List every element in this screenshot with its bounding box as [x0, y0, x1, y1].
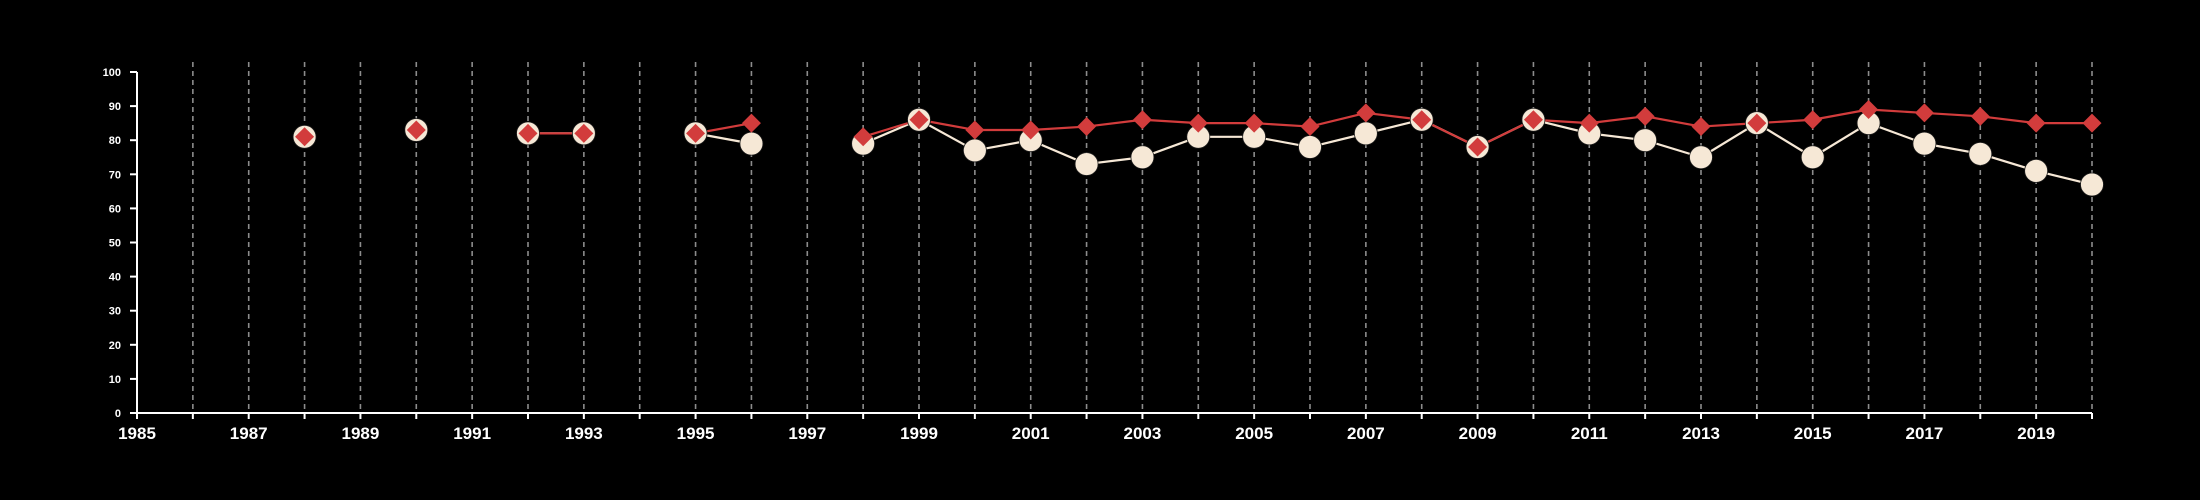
series-circle-point-2013 [1689, 145, 1713, 170]
series-circle-point-2017 [1912, 131, 1937, 156]
series-circle-point-1996 [739, 131, 764, 156]
series-diamond-point-2010 [1523, 110, 1543, 130]
series-diamond-point-1990 [406, 120, 426, 140]
series-diamond-point-2001 [1021, 120, 1041, 140]
series-diamond-point-2004 [1188, 113, 1208, 133]
series-diamond-point-2009 [1468, 137, 1488, 157]
x-tick-label: 2019 [2017, 424, 2055, 443]
series-diamond-segment [1924, 111, 1981, 118]
x-tick-label: 1995 [677, 424, 715, 443]
series-circle-point-2015 [1800, 145, 1825, 170]
y-tick-label: 60 [109, 203, 121, 215]
series-circle-point-2019 [2024, 158, 2049, 183]
axes [130, 71, 2093, 419]
x-tick-label: 2013 [1682, 424, 1720, 443]
series-circle-point-2020 [2080, 172, 2104, 197]
series-circle-point-2003 [1130, 145, 1155, 170]
series-diamond-point-1988 [295, 127, 315, 147]
y-tick-label: 0 [115, 408, 121, 420]
series-diamond-segment [1868, 108, 1925, 115]
tick-labels: 1985 1987 1989 1991 1993 1995 1997 1999 2001 2003… [103, 67, 2055, 443]
series-diamond-segment [1812, 108, 1869, 121]
series-diamond-point-2003 [1132, 110, 1152, 130]
series-circle-point-2007 [1353, 121, 1378, 146]
series-diamond-segment [1086, 118, 1143, 128]
series-diamond-point-2006 [1300, 117, 1320, 137]
x-tick-label: 1989 [342, 424, 380, 443]
x-tick-label: 1991 [453, 424, 491, 443]
y-tick-label: 30 [109, 306, 121, 318]
x-tick-label: 1999 [900, 424, 938, 443]
y-tick-label: 90 [109, 101, 121, 113]
series-diamond-point-2015 [1803, 110, 1823, 130]
x-tick-label: 2011 [1571, 424, 1608, 443]
series-diamond-point-2017 [1914, 103, 1934, 123]
series-diamond-point-2016 [1859, 100, 1879, 120]
series-diamond-point-1992 [518, 123, 538, 143]
series-diamond-point-2018 [1970, 106, 1990, 126]
series-diamond-segment [1644, 115, 1702, 128]
x-tick-label: 2009 [1459, 424, 1497, 443]
series-diamond-point-2020 [2082, 113, 2102, 133]
series-diamond-segment [1030, 125, 1087, 132]
x-tick-label: 2001 [1012, 424, 1050, 443]
series-diamond-point-2011 [1579, 113, 1599, 133]
series-circle-point-2006 [1298, 135, 1322, 159]
x-tick-label: 2017 [1906, 424, 1944, 443]
y-tick-label: 80 [109, 135, 121, 147]
series-diamond-point-1993 [574, 123, 594, 143]
series-diamond-segment [1589, 115, 1646, 125]
series-diamond-segment [1309, 111, 1367, 128]
x-tick-label: 2015 [1794, 424, 1832, 443]
series-circle-point-2002 [1074, 152, 1099, 176]
series-circle-point-2000 [962, 138, 987, 163]
series-diamond-point-1998 [853, 127, 873, 147]
y-tick-label: 50 [109, 238, 121, 250]
y-tick-label: 70 [109, 169, 121, 181]
x-tick-label: 1993 [565, 424, 603, 443]
x-tick-label: 2003 [1124, 424, 1162, 443]
series-diamond-point-2008 [1412, 110, 1432, 130]
series-diamond-point-1996 [741, 113, 761, 133]
y-tick-label: 100 [103, 67, 121, 79]
series-diamond-segment [1142, 118, 1199, 125]
series-diamond-point-2002 [1077, 117, 1097, 137]
series-diamond-point-2019 [2026, 113, 2046, 133]
x-tick-label: 1985 [118, 424, 156, 443]
series-diamond-segment [1980, 115, 2037, 125]
series-diamond-point-2007 [1356, 103, 1376, 123]
series-diamond-point-1999 [909, 110, 929, 130]
x-tick-label: 2007 [1347, 424, 1385, 443]
series-diamond-point-2000 [965, 120, 985, 140]
x-tick-label: 2005 [1235, 424, 1273, 443]
series-circle-point-2012 [1633, 128, 1658, 153]
series-diamond-point-2013 [1691, 117, 1711, 137]
y-tick-label: 10 [109, 374, 121, 386]
series-diamond-point-1995 [686, 123, 706, 143]
series-diamond-point-2012 [1635, 106, 1655, 126]
series-diamond-point-2014 [1747, 113, 1767, 133]
x-tick-label: 1987 [230, 424, 268, 443]
series-diamond-point-2005 [1244, 113, 1264, 133]
series-circle-point-2018 [1968, 141, 1993, 166]
vertical-grid [192, 62, 2093, 413]
y-tick-label: 40 [109, 272, 121, 284]
series-layer [292, 100, 2104, 197]
y-tick-label: 20 [109, 340, 121, 352]
series-diamond-segment [1254, 122, 1311, 128]
x-tick-label: 1997 [788, 424, 826, 443]
